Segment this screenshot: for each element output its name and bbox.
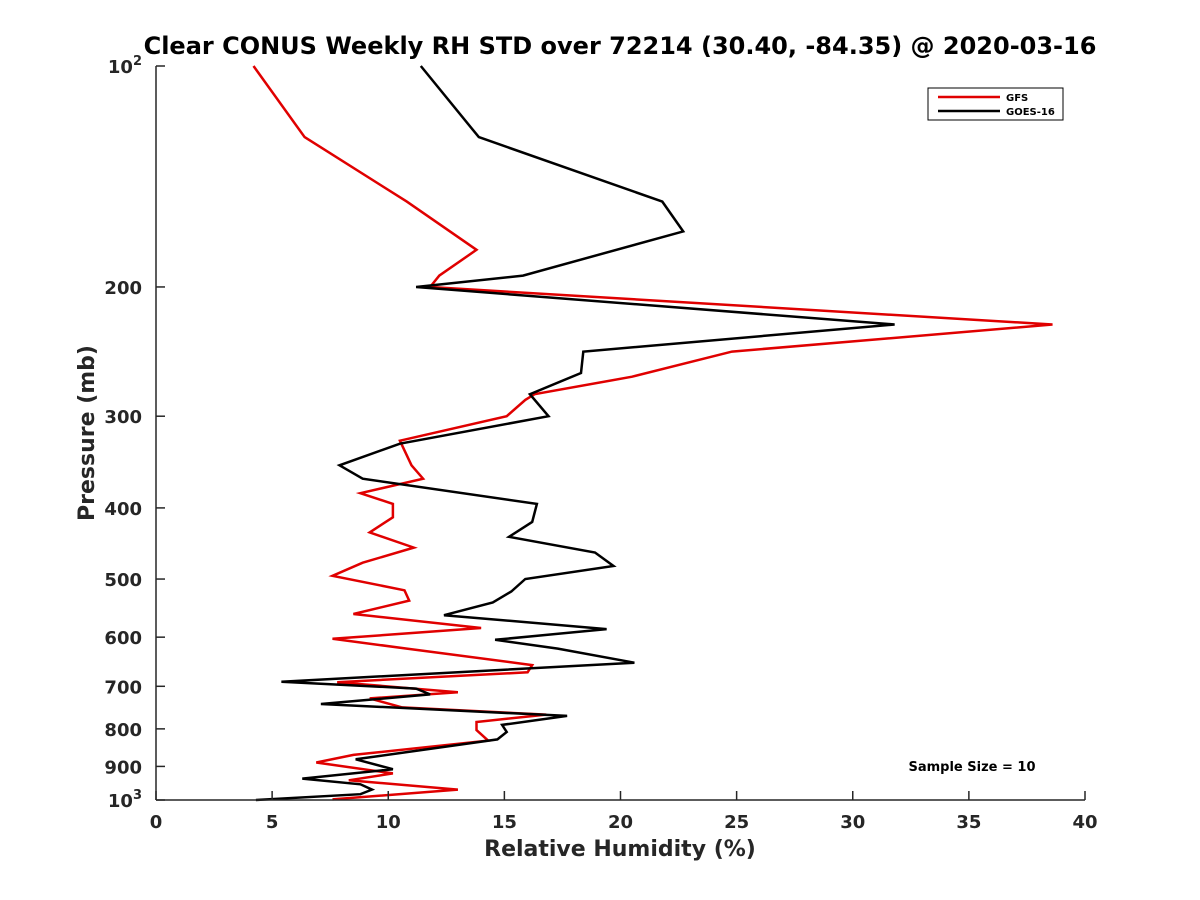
x-tick-label: 10	[376, 812, 401, 833]
legend-box	[927, 87, 1064, 121]
series-line-gfs	[252, 65, 1053, 801]
y-tick-label: 500	[104, 570, 142, 591]
x-axis-label: Relative Humidity (%)	[484, 837, 756, 862]
y-tick-label: 102	[108, 54, 142, 78]
x-tick-label: 20	[608, 812, 633, 833]
x-tick-label: 25	[724, 812, 749, 833]
y-tick-label: 200	[104, 278, 142, 299]
x-tick-label: 0	[150, 812, 163, 833]
legend: GFS GOES-16	[927, 87, 1064, 121]
x-tick-label: 30	[840, 812, 865, 833]
x-axis-ticks: 0 5 10 15 20 25 30 35 40	[150, 791, 1098, 833]
y-tick-label: 800	[104, 720, 142, 741]
x-tick-label: 40	[1072, 812, 1097, 833]
plot-area	[252, 65, 1053, 802]
y-tick-label: 600	[104, 628, 142, 649]
legend-label-goes16: GOES-16	[1006, 107, 1055, 118]
y-axis-label: Pressure (mb)	[75, 345, 100, 521]
x-tick-label: 5	[266, 812, 279, 833]
x-tick-label: 15	[492, 812, 517, 833]
legend-label-gfs: GFS	[1006, 93, 1028, 104]
x-tick-label: 35	[956, 812, 981, 833]
y-tick-label: 700	[104, 677, 142, 698]
y-tick-label: 300	[104, 407, 142, 428]
y-tick-label: 400	[104, 499, 142, 520]
y-tick-label: 900	[104, 757, 142, 778]
y-tick-label: 103	[108, 788, 142, 812]
chart-title: Clear CONUS Weekly RH STD over 72214 (30…	[144, 32, 1097, 60]
y-axis-ticks: 102 200 300 400 500 600 700 800 900 103	[104, 54, 165, 812]
sample-size-annotation: Sample Size = 10	[908, 760, 1035, 775]
series-line-goes-16	[255, 65, 895, 802]
